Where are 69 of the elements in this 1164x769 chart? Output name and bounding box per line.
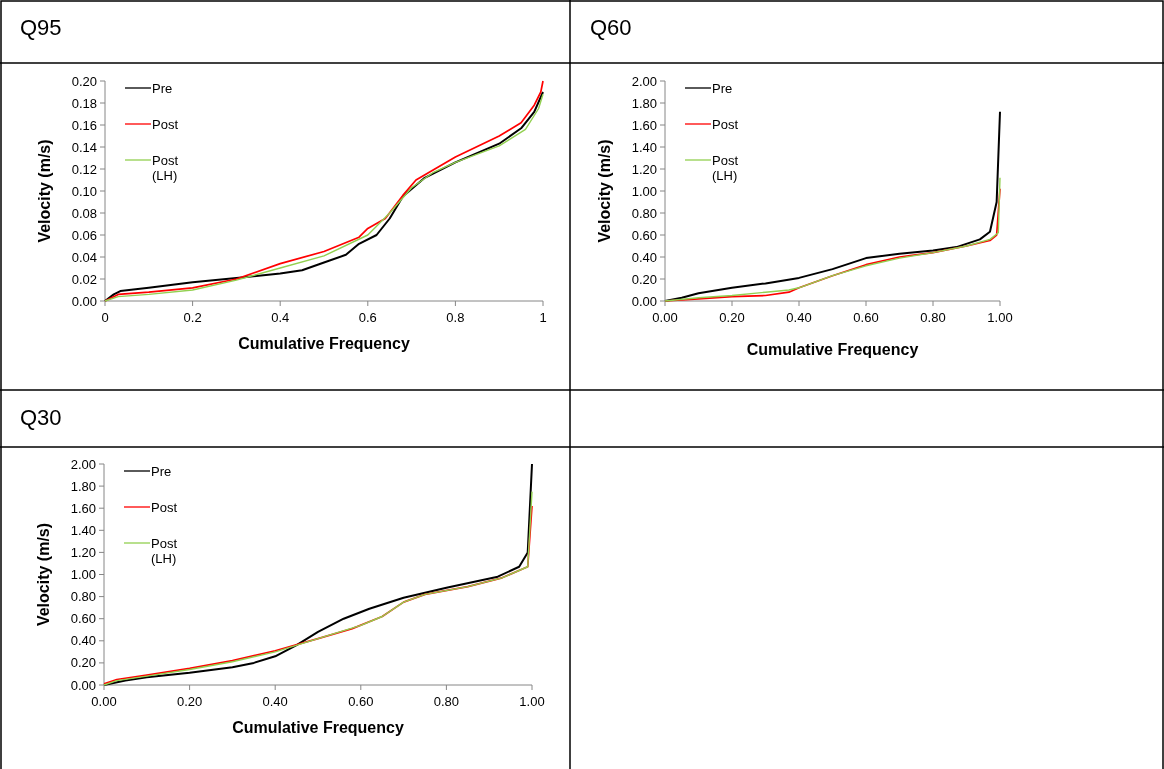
y-tick-label: 1.40 bbox=[70, 522, 96, 538]
y-tick-label: 1.60 bbox=[631, 117, 657, 133]
y-tick-label: 2.00 bbox=[70, 456, 96, 472]
y-tick-label: 0.04 bbox=[71, 249, 97, 265]
x-tick-label: 0.40 bbox=[786, 310, 812, 325]
y-tick-label: 0.40 bbox=[70, 633, 96, 649]
y-tick-label: 0.20 bbox=[71, 73, 97, 89]
x-tick-label: 0.4 bbox=[271, 310, 290, 325]
y-tick-label: 0.06 bbox=[71, 227, 97, 243]
y-tick-label: 0.12 bbox=[71, 161, 97, 177]
x-tick-label: 0.00 bbox=[652, 310, 678, 325]
y-tick-label: 1.80 bbox=[631, 95, 657, 111]
y-tick-label: 0.20 bbox=[70, 655, 96, 671]
y-axis-title: Velocity (m/s) bbox=[35, 522, 52, 627]
legend-label: Post (LH) bbox=[712, 152, 739, 184]
x-tick-label: 0.80 bbox=[920, 310, 946, 325]
legend-label: Post (LH) bbox=[151, 535, 178, 567]
x-tick-label: 1.00 bbox=[987, 310, 1013, 325]
chart-title: Q30 bbox=[20, 405, 62, 430]
y-tick-label: 0.16 bbox=[71, 117, 97, 133]
y-tick-label: 0.10 bbox=[71, 183, 97, 199]
y-tick-label: 0.14 bbox=[71, 139, 97, 155]
y-tick-label: 1.80 bbox=[70, 478, 96, 494]
x-tick-label: 0.80 bbox=[433, 694, 460, 709]
y-tick-label: 0.00 bbox=[70, 677, 96, 693]
y-tick-label: 1.20 bbox=[70, 544, 96, 560]
legend-label: Pre bbox=[151, 463, 172, 479]
legend-label: Pre bbox=[152, 80, 173, 96]
y-tick-label: 0.60 bbox=[631, 227, 657, 243]
x-tick-label: 0.20 bbox=[719, 310, 745, 325]
x-tick-label: 0 bbox=[101, 310, 109, 325]
legend-label: Post bbox=[152, 116, 179, 132]
y-tick-label: 0.80 bbox=[631, 205, 657, 221]
x-tick-label: 0.00 bbox=[91, 694, 117, 709]
y-tick-label: 0.40 bbox=[631, 249, 657, 265]
y-tick-label: 1.20 bbox=[631, 161, 657, 177]
y-tick-label: 0.00 bbox=[71, 293, 97, 309]
y-tick-label: 0.20 bbox=[631, 271, 657, 287]
x-tick-label: 0.40 bbox=[262, 694, 288, 709]
y-tick-label: 1.00 bbox=[70, 567, 96, 583]
y-tick-label: 0.02 bbox=[71, 271, 97, 287]
legend-label: Post bbox=[712, 116, 739, 132]
legend-label: Post (LH) bbox=[152, 152, 179, 184]
x-axis-title: Cumulative Frequency bbox=[746, 341, 919, 358]
x-tick-label: 0.20 bbox=[176, 694, 203, 709]
x-axis-title: Cumulative Frequency bbox=[232, 719, 404, 736]
y-tick-label: 2.00 bbox=[631, 73, 657, 89]
y-axis-title: Velocity (m/s) bbox=[36, 139, 53, 243]
x-tick-label: 0.60 bbox=[853, 310, 879, 325]
chart-title: Q60 bbox=[590, 15, 632, 40]
y-tick-label: 0.08 bbox=[71, 205, 97, 221]
chart-title: Q95 bbox=[20, 15, 62, 40]
legend-label: Post bbox=[151, 499, 178, 515]
y-tick-label: 0.80 bbox=[70, 589, 96, 605]
x-tick-label: 0.8 bbox=[446, 310, 465, 325]
y-tick-label: 1.00 bbox=[631, 183, 657, 199]
x-tick-label: 1 bbox=[539, 310, 547, 325]
x-tick-label: 0.60 bbox=[348, 694, 374, 709]
y-tick-label: 1.60 bbox=[70, 500, 96, 516]
y-tick-label: 0.00 bbox=[631, 293, 657, 309]
x-tick-label: 1.00 bbox=[519, 694, 545, 709]
y-axis-title: Velocity (m/s) bbox=[596, 139, 613, 243]
x-axis-title: Cumulative Frequency bbox=[238, 335, 410, 352]
legend-label: Pre bbox=[712, 80, 733, 96]
y-tick-label: 0.60 bbox=[70, 611, 96, 627]
x-tick-label: 0.6 bbox=[358, 310, 377, 325]
y-tick-label: 0.18 bbox=[71, 95, 97, 111]
y-tick-label: 1.40 bbox=[631, 139, 657, 155]
x-tick-label: 0.2 bbox=[183, 310, 202, 325]
